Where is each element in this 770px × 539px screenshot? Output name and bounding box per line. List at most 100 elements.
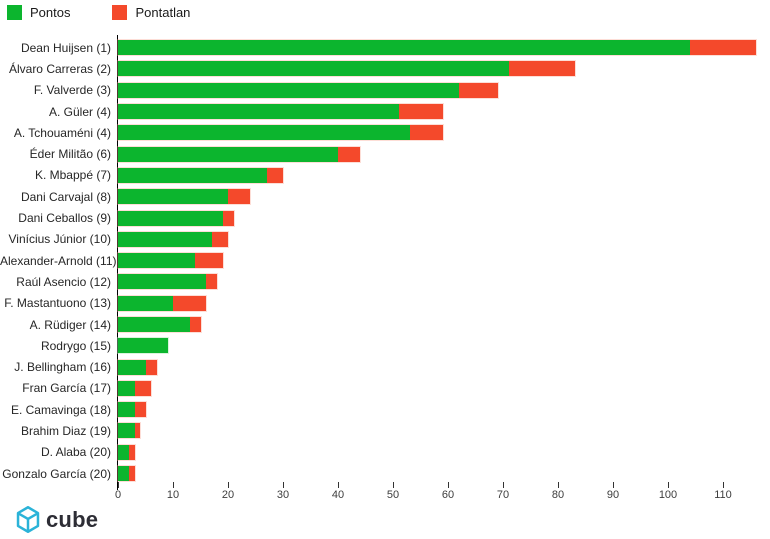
stacked-bar (118, 167, 283, 183)
player-label: Rodrygo (15) (40, 338, 111, 353)
x-axis-tick-label: 90 (606, 489, 620, 501)
x-axis-tick: 80 (538, 482, 578, 501)
player-label: F. Valverde (3) (33, 83, 111, 98)
x-axis-tick-mark (667, 482, 669, 488)
stacked-bar (118, 466, 135, 482)
bar-row: Raúl Asencio (12) (0, 271, 770, 292)
x-axis-tick: 70 (483, 482, 523, 501)
x-axis-tick-mark (117, 482, 119, 488)
x-axis-tick-label: 100 (658, 489, 678, 501)
stacked-bar (118, 40, 756, 56)
bar-segment-pontos (118, 423, 135, 439)
bar-segment-pontatlan (338, 146, 360, 162)
stacked-bar (118, 104, 443, 120)
bar-segment-pontos (118, 253, 195, 269)
bar-segment-pontatlan (228, 189, 250, 205)
bar-segment-pontatlan (145, 359, 157, 375)
player-label: Vinícius Júnior (10) (8, 232, 112, 247)
x-axis-tick-mark (392, 482, 394, 488)
bar-row: Gonzalo García (20) (0, 463, 770, 484)
legend-swatch-pontos (7, 5, 22, 20)
bar-segment-pontos (118, 210, 223, 226)
player-label: A. Tchouaméni (4) (13, 125, 111, 140)
bar-row: A. Tchouaméni (4) (0, 122, 770, 143)
bar-segment-pontos (118, 82, 459, 98)
x-axis-tick-mark (447, 482, 449, 488)
bar-segment-pontos (118, 125, 410, 141)
x-axis-tick-mark (722, 482, 724, 488)
bar-row: E. Camavinga (18) (0, 399, 770, 420)
x-axis-tick-mark (172, 482, 174, 488)
player-label: K. Mbappé (7) (34, 168, 111, 183)
player-label: A. Rüdiger (14) (29, 317, 111, 332)
bar-row: A. Güler (4) (0, 101, 770, 122)
player-label: Alexander-Arnold (11) (0, 253, 117, 268)
player-label: E. Camavinga (18) (10, 402, 111, 417)
player-label: Brahim Diaz (19) (20, 423, 111, 438)
bar-segment-pontos (118, 146, 338, 162)
stacked-bar (118, 253, 223, 269)
player-label: Éder Militão (6) (29, 147, 111, 162)
bar-segment-pontatlan (508, 61, 575, 77)
bar-segment-pontatlan (206, 274, 217, 290)
cube-logo-text: cube (46, 506, 99, 532)
bar-segment-pontos (118, 61, 509, 77)
stacked-bar (118, 125, 443, 141)
bar-row: Álvaro Carreras (2) (0, 58, 770, 79)
x-axis-tick-label: 60 (441, 489, 455, 501)
y-axis-line (117, 35, 118, 490)
player-label: Gonzalo García (20) (2, 466, 111, 481)
bar-row: Brahim Diaz (19) (0, 420, 770, 441)
footer-logo: cube (15, 506, 98, 533)
player-label: Dani Carvajal (8) (20, 189, 111, 204)
x-axis-tick-label: 40 (331, 489, 345, 501)
bar-segment-pontos (118, 380, 135, 396)
bar-row: Éder Militão (6) (0, 143, 770, 164)
bar-segment-pontos (118, 295, 173, 311)
stacked-bar (118, 295, 206, 311)
player-label: D. Alaba (20) (40, 445, 111, 460)
bar-segment-pontos (118, 402, 135, 418)
bar-row: D. Alaba (20) (0, 442, 770, 463)
x-axis-tick: 90 (593, 482, 633, 501)
legend-label-pontatlan: Pontatlan (135, 5, 191, 20)
bar-segment-pontos (118, 359, 146, 375)
bar-row: J. Bellingham (16) (0, 356, 770, 377)
x-axis-tick-mark (227, 482, 229, 488)
bar-segment-pontos (118, 274, 206, 290)
bar-row: Dean Huijsen (1) (0, 37, 770, 58)
stacked-bar (118, 444, 135, 460)
stacked-bar (118, 82, 498, 98)
player-label: Raúl Asencio (12) (16, 274, 111, 289)
legend-label-pontos: Pontos (30, 5, 71, 20)
player-label: Fran García (17) (22, 381, 111, 396)
bar-segment-pontatlan (129, 444, 135, 460)
legend-swatch-pontatlan (112, 5, 128, 20)
bar-segment-pontatlan (134, 423, 140, 439)
bar-segment-pontatlan (129, 466, 135, 482)
bar-segment-pontatlan (195, 253, 223, 269)
bar-segment-pontos (118, 317, 190, 332)
x-axis-tick: 50 (373, 482, 413, 501)
bar-row: Rodrygo (15) (0, 335, 770, 356)
player-label: Dean Huijsen (1) (20, 40, 111, 55)
stacked-bar (118, 231, 228, 247)
x-axis-tick-mark (282, 482, 284, 488)
x-axis-tick-label: 80 (551, 489, 565, 501)
stacked-bar (118, 189, 250, 205)
x-axis-tick: 0 (98, 482, 138, 501)
bar-chart-plot: Dean Huijsen (1) Álvaro Carreras (2) F. Va… (0, 35, 770, 505)
bar-segment-pontatlan (398, 104, 443, 120)
x-axis-tick-label: 20 (221, 489, 235, 501)
cube-logo-icon (16, 506, 40, 533)
x-axis-tick-mark (337, 482, 339, 488)
x-axis-tick-label: 10 (166, 489, 180, 501)
player-label: J. Bellingham (16) (14, 360, 111, 375)
x-axis-tick: 10 (153, 482, 193, 501)
x-axis: 0 10 20 30 40 50 60 70 80 90 100 110 (115, 482, 768, 504)
x-axis-tick-mark (557, 482, 559, 488)
stacked-bar (118, 402, 146, 418)
bar-segment-pontos (118, 231, 212, 247)
legend: Pontos Pontatlan (7, 5, 224, 20)
